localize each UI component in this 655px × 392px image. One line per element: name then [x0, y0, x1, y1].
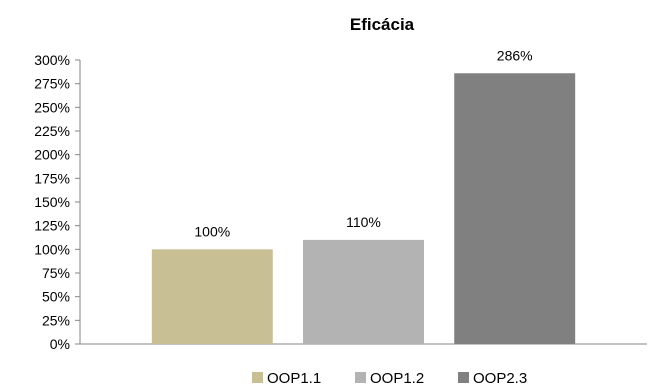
bar-oop1-1 [151, 249, 273, 344]
chart-title: Eficácia [350, 15, 415, 34]
bar-oop1-2 [303, 239, 424, 344]
y-tick-label: 75% [42, 265, 70, 281]
y-tick-label: 200% [34, 147, 70, 163]
legend-swatch [355, 372, 366, 383]
legend-swatch [458, 372, 469, 383]
legend-label: OOP1.1 [267, 370, 321, 387]
data-label: 286% [497, 47, 533, 63]
y-tick-label: 175% [34, 170, 70, 186]
y-tick-label: 0% [50, 336, 70, 352]
y-tick-label: 125% [34, 218, 70, 234]
legend-label: OOP1.2 [370, 370, 424, 387]
bars: 100% 110% 286% [151, 47, 576, 345]
legend-label: OOP2.3 [473, 370, 527, 387]
bar-oop2-3 [454, 73, 576, 345]
y-tick-label: 25% [42, 312, 70, 328]
legend: OOP1.1 OOP1.2 OOP2.3 [252, 370, 527, 387]
y-tick-label: 50% [42, 289, 70, 305]
y-tick-label: 150% [34, 194, 70, 210]
data-label: 110% [346, 214, 381, 230]
y-tick-label: 250% [34, 99, 70, 115]
y-tick-label: 300% [34, 52, 70, 68]
y-tick-label: 225% [34, 123, 70, 139]
y-tick-label: 275% [34, 76, 70, 92]
axes: 0% 25% 50% 75% 100% 125% 150% 175% 200% 225% 250% 2… [34, 52, 647, 352]
legend-swatch [252, 372, 263, 383]
data-label: 100% [194, 223, 230, 239]
y-tick-label: 100% [34, 241, 70, 257]
